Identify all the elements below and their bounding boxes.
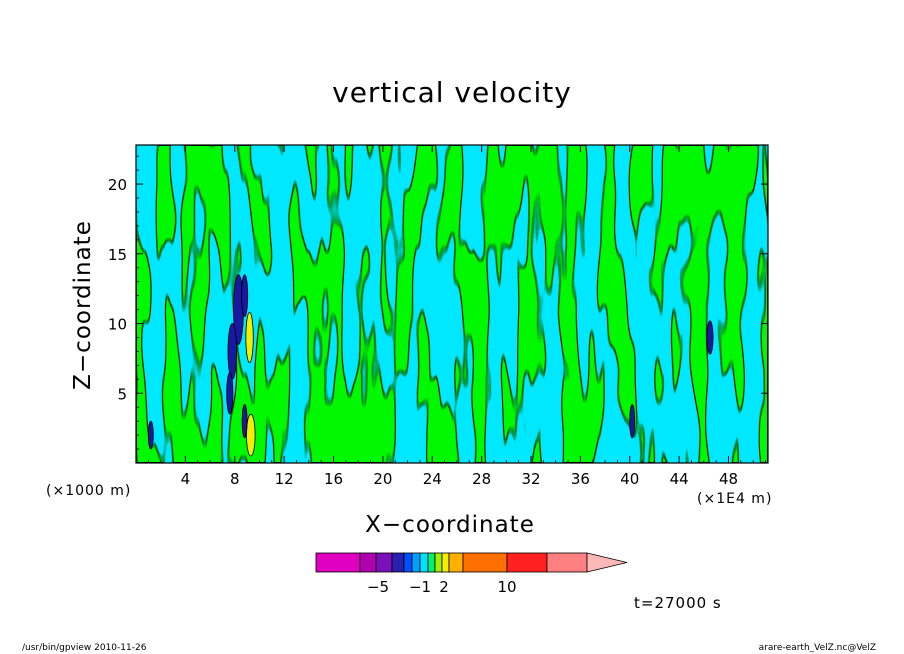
colorbar-label: 10 — [497, 578, 516, 596]
colorbar-swatch — [359, 552, 377, 573]
colorbar-swatch — [315, 552, 361, 573]
plot-frame — [135, 144, 769, 464]
colorbar-swatch — [391, 552, 405, 573]
colorbar-label: 2 — [439, 578, 449, 596]
convective-cell — [227, 323, 238, 380]
convective-cell — [706, 320, 714, 355]
convective-cells — [147, 274, 714, 457]
footer-left: /usr/bin/gpview 2010-11-26 — [22, 643, 147, 653]
colorbar-swatch — [411, 552, 421, 573]
x-axis: 4 8 12 16 20 24 28 32 36 40 44 48 — [147, 145, 766, 488]
chart-title: vertical velocity — [332, 76, 572, 109]
colorbar-swatch — [546, 552, 588, 573]
x-tick-label: 48 — [719, 470, 738, 488]
x-tick-label: 24 — [423, 470, 442, 488]
convective-cell — [245, 311, 254, 363]
convective-cell — [147, 420, 154, 450]
time-label: t=27000 s — [634, 594, 722, 612]
y-tick-label: 5 — [117, 385, 127, 403]
x-scale-label: (×1000 m) — [46, 483, 132, 499]
x-tick-label: 12 — [275, 470, 294, 488]
y-axis-label: Z−coordinate — [70, 220, 96, 390]
x-tick-label: 8 — [230, 470, 240, 488]
colorbar-swatch — [441, 552, 450, 573]
convective-cell — [629, 404, 636, 439]
convective-cell — [246, 413, 256, 457]
colorbar-label: −5 — [367, 578, 389, 596]
y-tick-label: 15 — [108, 246, 127, 264]
colorbar-swatch — [375, 552, 393, 573]
convective-cell — [241, 404, 248, 439]
colorbar-swatch — [419, 552, 429, 573]
convective-cell — [226, 371, 234, 415]
contour-field — [136, 145, 768, 463]
x-tick-label: 44 — [670, 470, 689, 488]
x-tick-label: 4 — [181, 470, 191, 488]
x-tick-label: 16 — [324, 470, 343, 488]
colorbar: −5 −1 2 10 — [315, 552, 628, 596]
colorbar-label: −1 — [409, 578, 431, 596]
x-tick-label: 40 — [620, 470, 639, 488]
x-tick-label: 32 — [521, 470, 540, 488]
colorbar-swatch — [506, 552, 548, 573]
y-axis: 5 10 15 20 — [108, 155, 768, 450]
x-tick-label: 36 — [571, 470, 590, 488]
x-scale-label-secondary: (×1E4 m) — [697, 491, 773, 507]
colorbar-arrow — [586, 552, 628, 573]
x-axis-label: X−coordinate — [365, 512, 535, 538]
y-tick-label: 10 — [108, 316, 127, 334]
x-tick-label: 20 — [373, 470, 392, 488]
footer-right: arare-earth_VelZ.nc@VelZ — [758, 643, 876, 653]
x-tick-label: 28 — [472, 470, 491, 488]
colorbar-swatch — [448, 552, 464, 573]
colorbar-swatch — [434, 552, 443, 573]
colorbar-swatch — [403, 552, 413, 573]
y-tick-label: 20 — [108, 176, 127, 194]
colorbar-swatch — [427, 552, 436, 573]
contour-lines — [136, 145, 768, 463]
convective-cell — [241, 274, 249, 317]
colorbar-swatch — [462, 552, 508, 573]
